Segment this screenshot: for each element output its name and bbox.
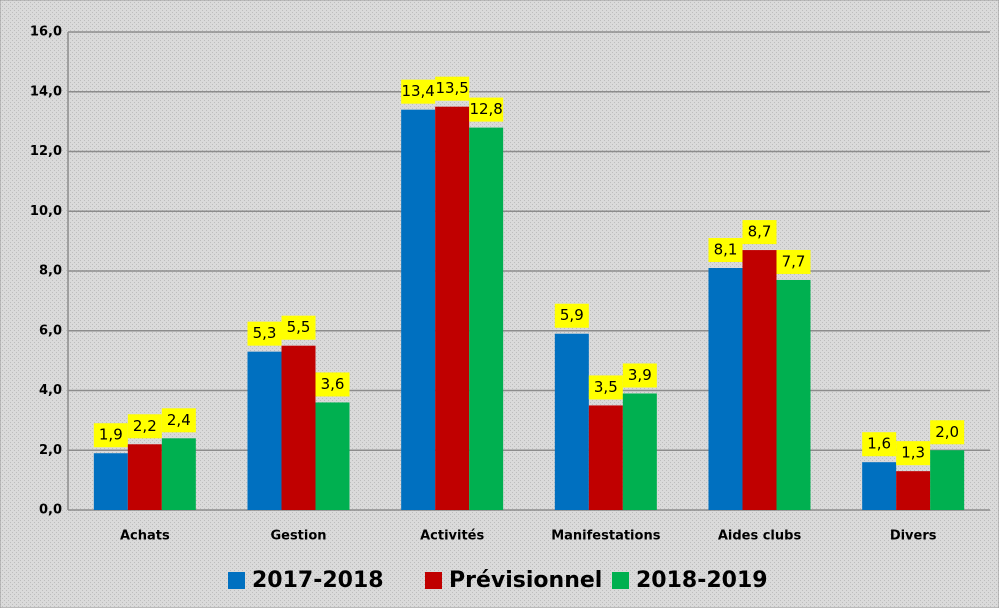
- value-label-box: [281, 315, 316, 340]
- bar: [469, 127, 504, 510]
- legend-swatch: [425, 572, 442, 589]
- value-label: 8,1: [714, 241, 738, 259]
- value-label: 1,3: [901, 444, 925, 462]
- bar: [435, 106, 470, 510]
- value-label-box: [401, 79, 436, 104]
- y-tick-label: 10,0: [30, 204, 62, 219]
- bar: [281, 345, 316, 510]
- value-label-box: [862, 432, 897, 457]
- value-label: 2,4: [167, 411, 191, 429]
- value-label: 12,8: [469, 100, 502, 118]
- bar: [622, 393, 657, 510]
- y-tick-label: 14,0: [30, 84, 62, 99]
- x-tick-label: Divers: [890, 529, 937, 544]
- value-label: 1,9: [99, 426, 123, 444]
- x-tick-label: Gestion: [270, 529, 326, 544]
- value-label-box: [554, 303, 589, 328]
- value-label-box: [776, 249, 811, 274]
- bar: [930, 450, 965, 510]
- y-tick-label: 4,0: [39, 383, 62, 398]
- value-label-box: [742, 220, 777, 245]
- y-tick-label: 2,0: [39, 443, 62, 458]
- y-tick-label: 16,0: [30, 25, 62, 40]
- value-label-box: [435, 76, 470, 101]
- bar: [862, 462, 897, 510]
- value-label: 2,2: [133, 417, 157, 435]
- value-label: 8,7: [748, 223, 772, 241]
- legend-label: 2017-2018: [252, 568, 384, 593]
- bar: [588, 405, 623, 510]
- bar: [776, 279, 811, 510]
- bar: [315, 402, 350, 510]
- value-label: 2,0: [935, 423, 959, 441]
- bar: [247, 351, 282, 510]
- legend-label: Prévisionnel: [449, 568, 602, 593]
- value-label: 3,5: [594, 378, 618, 396]
- value-label: 5,9: [560, 306, 584, 324]
- value-label-box: [161, 408, 196, 433]
- y-tick-label: 8,0: [39, 264, 62, 279]
- value-label: 5,5: [287, 318, 311, 336]
- value-label-box: [469, 97, 504, 122]
- value-label-box: [247, 321, 282, 346]
- value-label-box: [708, 238, 743, 263]
- y-tick-label: 12,0: [30, 144, 62, 159]
- y-tick-label: 0,0: [39, 503, 62, 518]
- bar: [127, 444, 162, 510]
- bar: [161, 438, 196, 510]
- value-label-box: [622, 363, 657, 388]
- x-tick-label: Activités: [420, 529, 484, 544]
- value-label: 3,6: [321, 375, 345, 393]
- x-tick-label: Aides clubs: [718, 529, 802, 544]
- y-tick-label: 6,0: [39, 323, 62, 338]
- legend-swatch: [612, 572, 629, 589]
- value-label-box: [315, 372, 350, 397]
- value-label: 13,4: [401, 82, 434, 100]
- value-label-box: [93, 423, 128, 448]
- value-label-box: [896, 441, 931, 466]
- bar: [401, 109, 436, 511]
- bar: [896, 471, 931, 510]
- bar: [742, 250, 777, 510]
- x-tick-label: Manifestations: [551, 529, 660, 544]
- x-tick-label: Achats: [120, 529, 170, 544]
- value-label-box: [930, 420, 965, 445]
- value-label: 13,5: [435, 79, 468, 97]
- bar: [93, 453, 128, 510]
- bar: [554, 333, 589, 510]
- value-label: 7,7: [782, 252, 806, 270]
- value-label: 1,6: [867, 435, 891, 453]
- value-label-box: [588, 375, 623, 400]
- value-label: 5,3: [253, 324, 277, 342]
- legend-label: 2018-2019: [636, 568, 768, 593]
- bar: [708, 268, 743, 510]
- value-label-box: [127, 414, 162, 439]
- value-label: 3,9: [628, 366, 652, 384]
- legend-swatch: [228, 572, 245, 589]
